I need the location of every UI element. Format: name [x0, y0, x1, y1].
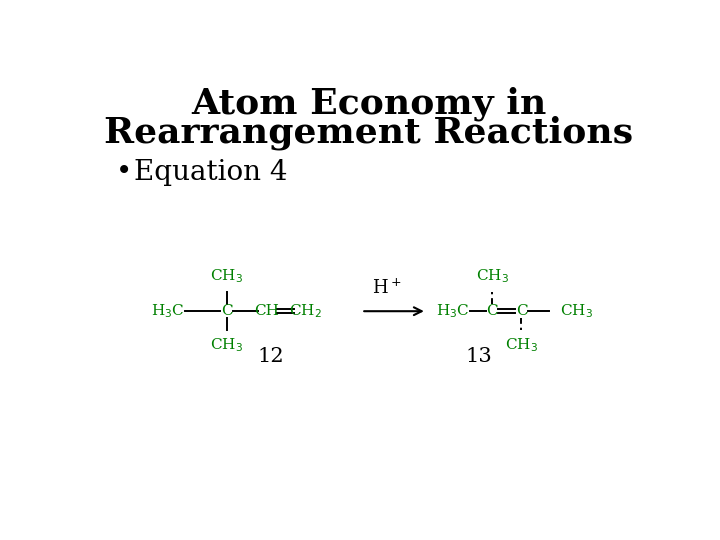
Text: CH$_3$: CH$_3$: [210, 267, 243, 285]
Text: C: C: [516, 304, 527, 318]
Text: H$_3$C: H$_3$C: [150, 302, 184, 320]
Text: CH: CH: [254, 304, 279, 318]
Text: Rearrangement Reactions: Rearrangement Reactions: [104, 116, 634, 150]
Text: CH$_3$: CH$_3$: [476, 267, 509, 285]
Text: CH$_3$: CH$_3$: [505, 336, 538, 354]
Text: 13: 13: [465, 347, 492, 366]
Text: H$^+$: H$^+$: [372, 278, 401, 298]
Text: Atom Economy in: Atom Economy in: [192, 86, 546, 120]
Text: CH$_3$: CH$_3$: [560, 302, 593, 320]
Text: H$_3$C: H$_3$C: [436, 302, 469, 320]
Text: CH$_3$: CH$_3$: [210, 336, 243, 354]
Text: Equation 4: Equation 4: [134, 159, 288, 186]
Text: C: C: [487, 304, 498, 318]
Text: CH$_2$: CH$_2$: [289, 302, 322, 320]
Text: •: •: [116, 159, 132, 186]
Text: 12: 12: [257, 347, 284, 366]
Text: C: C: [221, 304, 233, 318]
